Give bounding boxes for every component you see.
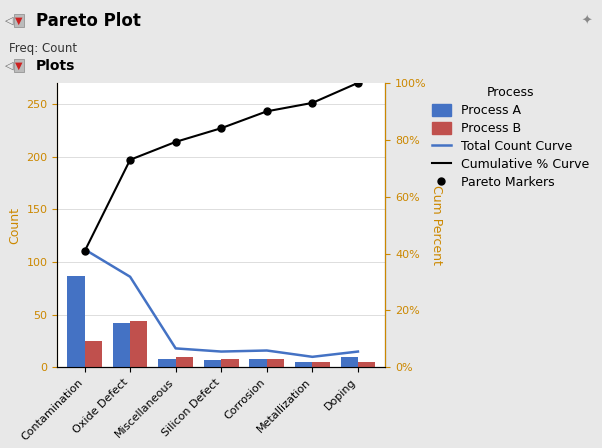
Y-axis label: Cum Percent: Cum Percent [430,185,443,265]
Y-axis label: Count: Count [8,207,21,244]
Bar [84,341,102,367]
Bar [176,357,193,367]
Bar [113,323,130,367]
Text: Plots: Plots [36,59,75,73]
Bar [341,357,358,367]
Text: ▼: ▼ [15,16,22,26]
Bar [222,359,238,367]
Bar [130,321,147,367]
Text: Freq: Count: Freq: Count [9,42,77,56]
Text: ◁: ◁ [5,16,13,26]
Bar [67,276,84,367]
Legend: Process A, Process B, Total Count Curve, Cumulative % Curve, Pareto Markers: Process A, Process B, Total Count Curve,… [428,82,593,193]
Text: Pareto Plot: Pareto Plot [36,12,141,30]
Bar [295,362,312,367]
Bar [267,359,284,367]
Text: ✦: ✦ [582,14,592,27]
Bar [204,360,222,367]
Text: ▼: ▼ [15,61,22,71]
Text: ◁: ◁ [5,61,13,71]
Bar [249,359,267,367]
Bar [358,362,375,367]
Bar [312,362,330,367]
Bar [158,359,176,367]
